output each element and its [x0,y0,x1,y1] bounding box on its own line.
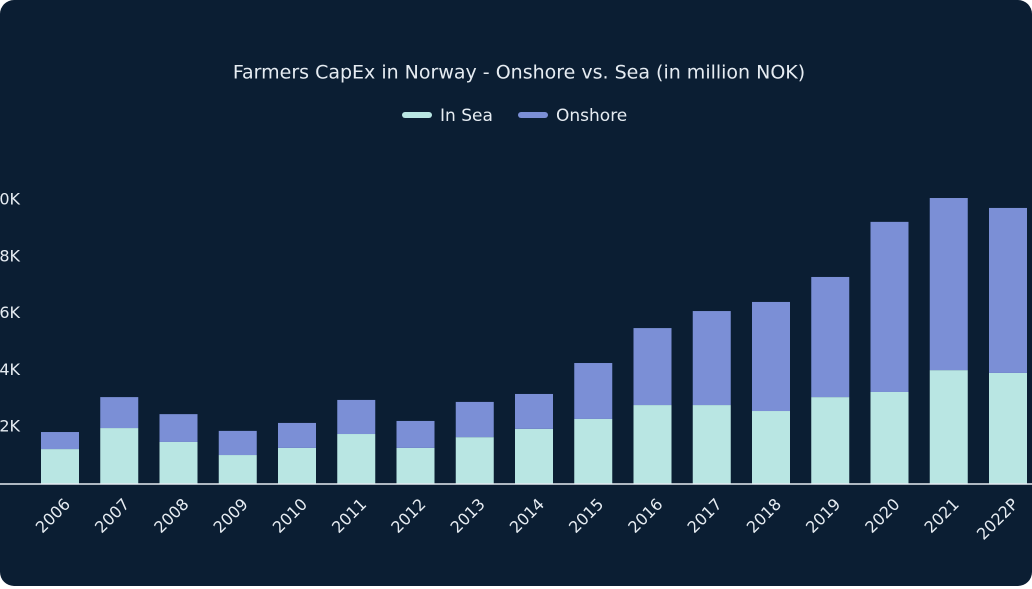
bar-segment [692,405,731,484]
bar-segment [574,363,613,419]
bar-segment [218,455,257,484]
y-tick-label: 10K [0,190,21,209]
bar-segment [752,411,790,484]
legend-label: Onshore [556,106,627,126]
legend: In Sea Onshore [402,106,627,126]
y-tick-label: 6K [0,303,21,322]
bar-segment [218,430,257,456]
bar-segment [515,393,553,429]
bar-segment [278,422,316,448]
bar-segment [811,276,850,398]
bar-segment [574,418,613,484]
bar-segment [929,198,968,371]
bar-segment [455,437,494,484]
bar-segment [633,328,672,406]
bar-segment [515,428,553,484]
bar-segment [41,432,79,450]
bar-segment [337,399,376,435]
bar-segment [396,447,435,484]
bar-segment [989,372,1027,484]
bar-segment [159,414,198,442]
bar-segment [929,370,968,484]
bar-segment [396,420,435,448]
bar-segment [337,434,376,484]
bar-segment [41,449,79,484]
bar-segment [752,301,790,412]
bar-segment [455,401,494,438]
y-tick-label: 4K [0,360,21,379]
bar-segment [989,207,1027,373]
bar-segment [692,311,731,406]
legend-swatch [402,112,432,118]
legend-label: In Sea [440,106,493,126]
legend-swatch [518,112,548,118]
bar-segment [633,405,672,484]
bar-segment [811,397,850,484]
bar-segment [100,428,139,484]
chart-title: Farmers CapEx in Norway - Onshore vs. Se… [233,62,805,84]
bar-segment [278,447,316,484]
bar-segment [870,391,909,484]
y-tick-label: 2K [0,417,21,436]
y-tick-label: 8K [0,246,21,265]
bar-segment [870,221,909,392]
bar-segment [100,397,139,429]
bar-segment [159,441,198,484]
